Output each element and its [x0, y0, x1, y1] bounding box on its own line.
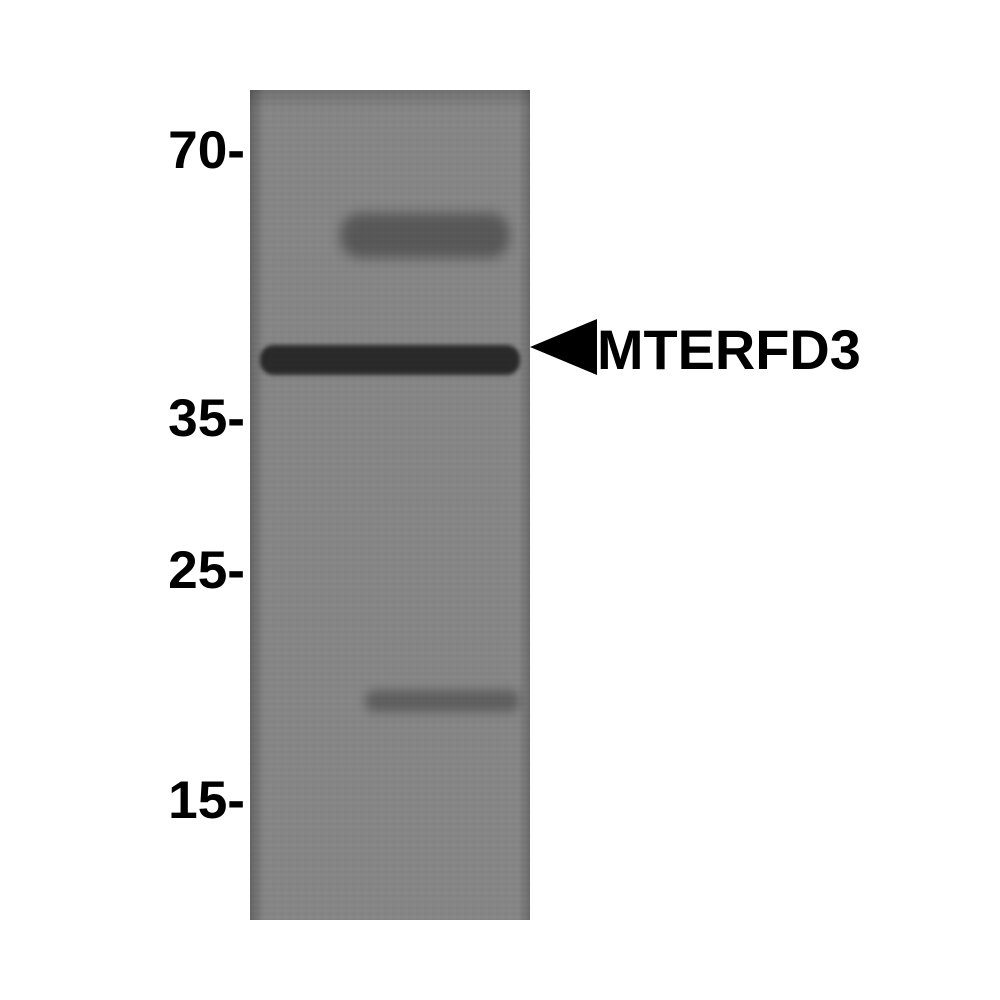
mw-marker-35: 35- — [168, 388, 245, 449]
blot-lane — [250, 90, 530, 920]
lane-shadow-left — [250, 90, 265, 920]
target-band — [260, 345, 520, 375]
western-blot-figure: 70- 35- 25- 15- MTERFD3 — [0, 0, 1000, 1000]
lane-shadow-top — [250, 90, 530, 110]
band-0 — [340, 213, 510, 258]
band-2 — [365, 690, 520, 712]
mw-marker-25: 25- — [168, 540, 245, 601]
mw-marker-15: 15- — [168, 770, 245, 831]
target-band-label: MTERFD3 — [597, 317, 861, 382]
mw-marker-70: 70- — [168, 120, 245, 181]
target-band-arrow-icon — [530, 319, 597, 375]
lane-shadow-right — [518, 90, 530, 920]
